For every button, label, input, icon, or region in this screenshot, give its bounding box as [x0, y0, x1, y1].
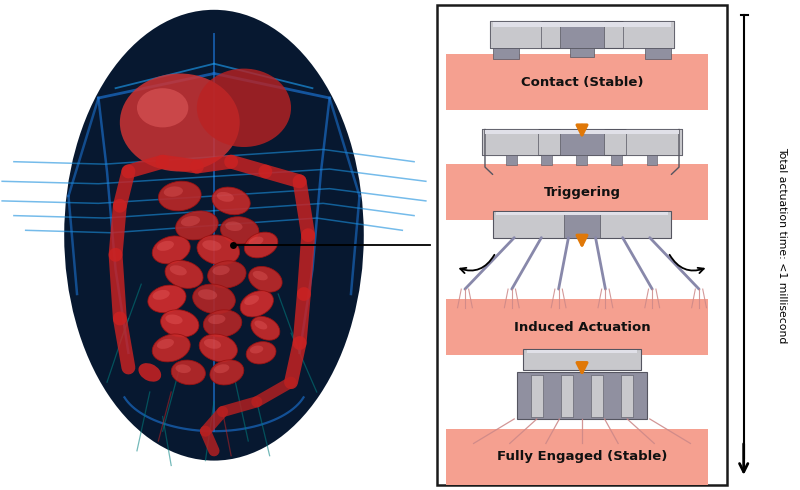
- Bar: [446, 54, 708, 110]
- Bar: [446, 164, 708, 220]
- Ellipse shape: [193, 284, 235, 314]
- Bar: [564, 211, 600, 238]
- Ellipse shape: [208, 315, 226, 324]
- Ellipse shape: [165, 261, 203, 288]
- Ellipse shape: [197, 235, 239, 265]
- Ellipse shape: [244, 295, 259, 305]
- Bar: [526, 350, 638, 353]
- Ellipse shape: [244, 232, 278, 258]
- Ellipse shape: [175, 365, 191, 373]
- Bar: [542, 155, 552, 165]
- Bar: [611, 155, 622, 165]
- Ellipse shape: [249, 267, 282, 292]
- Ellipse shape: [214, 364, 230, 373]
- Bar: [490, 21, 542, 48]
- Bar: [482, 129, 682, 155]
- Bar: [485, 130, 679, 134]
- Ellipse shape: [202, 240, 222, 251]
- Bar: [646, 48, 671, 58]
- Ellipse shape: [170, 265, 186, 275]
- Ellipse shape: [164, 186, 183, 197]
- Text: Induced Actuation: Induced Actuation: [514, 320, 650, 334]
- Bar: [493, 211, 671, 238]
- Ellipse shape: [153, 290, 170, 300]
- Ellipse shape: [171, 360, 206, 385]
- Ellipse shape: [157, 241, 174, 251]
- Bar: [493, 22, 671, 26]
- Ellipse shape: [251, 317, 280, 340]
- Ellipse shape: [254, 320, 267, 329]
- Text: Fully Engaged (Stable): Fully Engaged (Stable): [497, 450, 667, 464]
- Bar: [622, 21, 674, 48]
- Ellipse shape: [64, 10, 364, 461]
- Ellipse shape: [138, 363, 161, 382]
- Text: Total actuation time: <1 millisecond: Total actuation time: <1 millisecond: [777, 147, 787, 343]
- Bar: [561, 375, 573, 416]
- Ellipse shape: [250, 345, 263, 353]
- Ellipse shape: [217, 192, 234, 202]
- Bar: [446, 429, 708, 485]
- Ellipse shape: [137, 88, 188, 127]
- Ellipse shape: [246, 342, 276, 364]
- Bar: [560, 129, 604, 155]
- Ellipse shape: [176, 211, 218, 240]
- Ellipse shape: [253, 271, 268, 280]
- Ellipse shape: [166, 315, 182, 324]
- Ellipse shape: [208, 261, 246, 288]
- Ellipse shape: [120, 74, 240, 172]
- Bar: [446, 299, 708, 355]
- Ellipse shape: [204, 339, 221, 349]
- Ellipse shape: [157, 339, 174, 349]
- Bar: [577, 155, 587, 165]
- Bar: [506, 155, 517, 165]
- Bar: [591, 375, 603, 416]
- Bar: [560, 21, 604, 48]
- Ellipse shape: [221, 217, 259, 244]
- Bar: [646, 155, 658, 165]
- Ellipse shape: [249, 237, 263, 246]
- Bar: [493, 48, 518, 58]
- Ellipse shape: [148, 285, 186, 313]
- Ellipse shape: [212, 187, 250, 215]
- Bar: [523, 349, 641, 370]
- Bar: [621, 375, 634, 416]
- Ellipse shape: [181, 216, 200, 226]
- Ellipse shape: [152, 334, 190, 362]
- Ellipse shape: [203, 310, 242, 337]
- Bar: [490, 21, 674, 48]
- Ellipse shape: [197, 69, 291, 147]
- Ellipse shape: [240, 291, 274, 317]
- Text: Triggering: Triggering: [543, 186, 621, 199]
- Ellipse shape: [226, 221, 242, 231]
- Bar: [570, 48, 594, 56]
- Ellipse shape: [198, 289, 217, 300]
- Ellipse shape: [152, 236, 190, 264]
- Ellipse shape: [210, 360, 244, 385]
- Bar: [530, 375, 543, 416]
- Bar: [626, 129, 682, 155]
- Ellipse shape: [213, 266, 230, 275]
- Ellipse shape: [161, 310, 199, 337]
- Ellipse shape: [199, 334, 238, 362]
- Text: Contact (Stable): Contact (Stable): [521, 75, 643, 89]
- Bar: [518, 372, 646, 419]
- Bar: [496, 212, 668, 215]
- Ellipse shape: [158, 181, 201, 211]
- Bar: [482, 129, 538, 155]
